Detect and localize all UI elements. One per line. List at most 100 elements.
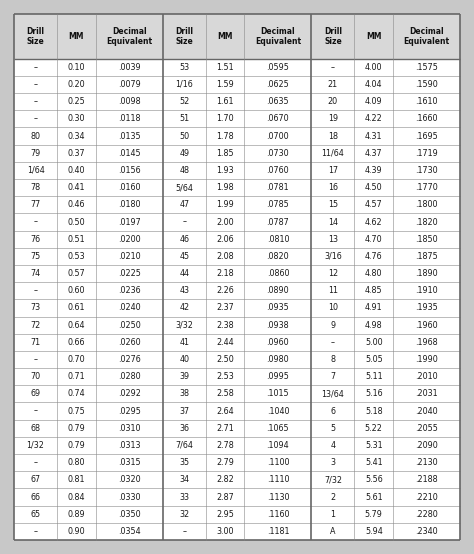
Bar xyxy=(393,351,460,368)
Text: 4.62: 4.62 xyxy=(365,218,383,227)
Text: 5.18: 5.18 xyxy=(365,407,383,416)
Bar xyxy=(57,59,96,76)
Text: –: – xyxy=(182,218,186,227)
Text: 50: 50 xyxy=(179,131,189,141)
Text: 44: 44 xyxy=(179,269,189,278)
Bar xyxy=(245,230,311,248)
Text: 51: 51 xyxy=(179,114,189,124)
Bar xyxy=(206,506,245,523)
Text: 0.79: 0.79 xyxy=(68,424,85,433)
Text: 68: 68 xyxy=(30,424,41,433)
Bar xyxy=(57,76,96,93)
Bar xyxy=(393,230,460,248)
Bar xyxy=(163,506,206,523)
Bar xyxy=(96,248,163,265)
Bar xyxy=(163,93,206,110)
Text: –: – xyxy=(34,355,37,364)
Bar xyxy=(245,420,311,437)
Text: 45: 45 xyxy=(179,252,189,261)
Bar xyxy=(393,489,460,506)
Bar xyxy=(245,59,311,76)
Bar xyxy=(393,299,460,316)
Bar xyxy=(393,316,460,334)
Bar xyxy=(245,179,311,196)
Bar xyxy=(245,162,311,179)
Text: .1800: .1800 xyxy=(415,201,438,209)
Bar xyxy=(163,489,206,506)
Text: 1/16: 1/16 xyxy=(175,80,193,89)
Text: .0135: .0135 xyxy=(118,131,140,141)
Text: Decimal
Equivalent: Decimal Equivalent xyxy=(106,27,152,46)
Bar xyxy=(355,316,393,334)
Bar xyxy=(206,368,245,385)
Bar xyxy=(393,145,460,162)
Text: .0210: .0210 xyxy=(118,252,140,261)
Bar xyxy=(245,385,311,403)
Text: .1015: .1015 xyxy=(266,389,289,398)
Text: 4.22: 4.22 xyxy=(365,114,383,124)
Text: .0197: .0197 xyxy=(118,218,141,227)
Text: .0760: .0760 xyxy=(266,166,289,175)
Text: 2: 2 xyxy=(330,493,336,501)
Text: 34: 34 xyxy=(179,475,189,484)
Bar xyxy=(57,385,96,403)
Bar xyxy=(311,489,355,506)
Bar xyxy=(311,145,355,162)
Bar xyxy=(393,213,460,230)
Text: 66: 66 xyxy=(30,493,41,501)
Bar xyxy=(245,265,311,282)
Text: 2.37: 2.37 xyxy=(216,304,234,312)
Text: 2.53: 2.53 xyxy=(216,372,234,381)
Bar xyxy=(14,454,57,471)
Text: 1.59: 1.59 xyxy=(216,80,234,89)
Bar xyxy=(393,59,460,76)
Bar xyxy=(206,230,245,248)
Bar xyxy=(311,248,355,265)
Text: .1935: .1935 xyxy=(415,304,438,312)
Bar xyxy=(393,179,460,196)
Text: .0315: .0315 xyxy=(118,458,140,467)
Bar xyxy=(393,454,460,471)
Bar xyxy=(96,213,163,230)
Bar xyxy=(245,506,311,523)
Bar xyxy=(14,506,57,523)
Bar xyxy=(163,162,206,179)
Text: 7/64: 7/64 xyxy=(175,441,193,450)
Bar xyxy=(355,403,393,420)
Bar xyxy=(355,489,393,506)
Bar xyxy=(245,489,311,506)
Bar xyxy=(245,93,311,110)
Text: 2.26: 2.26 xyxy=(216,286,234,295)
Text: 0.89: 0.89 xyxy=(68,510,85,519)
Text: 3/16: 3/16 xyxy=(324,252,342,261)
Bar xyxy=(393,471,460,489)
Text: 12: 12 xyxy=(328,269,338,278)
Bar xyxy=(163,351,206,368)
Bar xyxy=(96,385,163,403)
Text: 0.50: 0.50 xyxy=(68,218,85,227)
Bar xyxy=(311,282,355,299)
Bar xyxy=(311,230,355,248)
Text: 9: 9 xyxy=(330,321,336,330)
Bar xyxy=(355,351,393,368)
Text: .0225: .0225 xyxy=(118,269,141,278)
Bar xyxy=(14,14,57,59)
Text: 5: 5 xyxy=(330,424,336,433)
Bar xyxy=(311,299,355,316)
Text: 5.11: 5.11 xyxy=(365,372,383,381)
Text: –: – xyxy=(34,407,37,416)
Text: 17: 17 xyxy=(328,166,338,175)
Text: 2.08: 2.08 xyxy=(216,252,234,261)
Bar xyxy=(355,196,393,213)
Text: .1960: .1960 xyxy=(415,321,438,330)
Text: 14: 14 xyxy=(328,218,338,227)
Text: 69: 69 xyxy=(30,389,41,398)
Bar xyxy=(163,334,206,351)
Bar xyxy=(14,489,57,506)
Text: .1040: .1040 xyxy=(267,407,289,416)
Bar xyxy=(96,506,163,523)
Text: 7/32: 7/32 xyxy=(324,475,342,484)
Bar xyxy=(96,230,163,248)
Text: 2.71: 2.71 xyxy=(216,424,234,433)
Text: .0995: .0995 xyxy=(266,372,289,381)
